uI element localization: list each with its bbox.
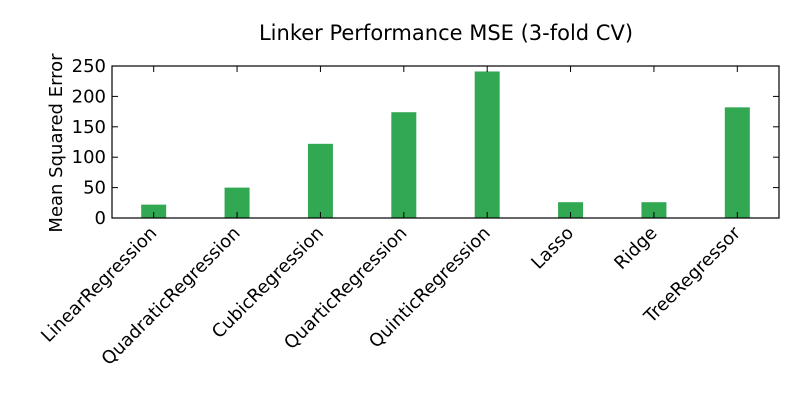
plot-area: 050100150200250LinearRegressionQuadratic… xyxy=(37,56,779,370)
x-category-label: Ridge xyxy=(610,223,661,274)
bar-ridge xyxy=(641,202,667,218)
y-tick-label: 150 xyxy=(72,117,106,138)
bar-treeregressor xyxy=(724,107,750,218)
y-tick-label: 0 xyxy=(95,208,106,229)
bar-cubicregression xyxy=(307,143,333,218)
x-category-label: QuadraticRegression xyxy=(98,223,245,370)
y-tick-label: 250 xyxy=(72,56,106,77)
bar-lasso xyxy=(558,202,584,218)
y-tick-label: 50 xyxy=(83,178,106,199)
y-axis-label: Mean Squared Error xyxy=(46,53,67,233)
plot-frame xyxy=(111,65,780,219)
y-tick-label: 200 xyxy=(72,86,106,107)
chart-title: Linker Performance MSE (3-fold CV) xyxy=(259,21,633,45)
y-tick-label: 100 xyxy=(72,147,106,168)
x-category-label: Lasso xyxy=(527,223,578,274)
bar-quinticregression xyxy=(474,71,500,218)
bar-linearregression xyxy=(141,204,167,218)
bar-quarticregression xyxy=(391,112,417,218)
